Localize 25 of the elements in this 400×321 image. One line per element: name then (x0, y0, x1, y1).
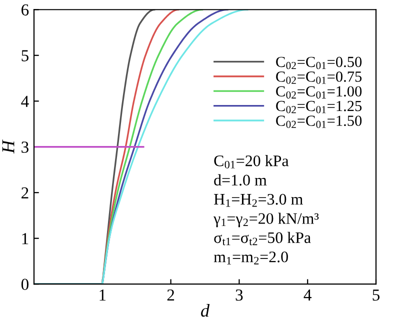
y-tick-label: 1 (22, 233, 28, 244)
annotation: C$_{01}$=20 kPa (214, 154, 289, 168)
y-tick-label: 5 (22, 50, 28, 62)
legend-label: C$_{02}$=C$_{01}$=1.50 (276, 116, 362, 128)
y-tick-label: 2 (22, 187, 28, 198)
annotation: m$_{1}$=m$_{2}$=2.0 (214, 252, 288, 264)
x-tick-label: 3 (236, 289, 243, 301)
x-tick-label: 5 (372, 290, 380, 301)
x-tick-label: 4 (304, 290, 312, 301)
annotation: σ$_{t1}$=σ$_{t2}$=50 kPa (214, 232, 311, 246)
y-axis-title: H (2, 140, 14, 154)
y-tick-label: 6 (22, 4, 29, 16)
x-tick-label: 1 (100, 290, 106, 301)
legend-label: C$_{02}$=C$_{01}$=0.50 (276, 56, 362, 70)
x-axis-title: d (201, 304, 210, 317)
y-tick-label: 3 (22, 142, 28, 153)
legend-label: C$_{02}$=C$_{01}$=1.25 (276, 100, 362, 114)
y-tick-label: 0 (21, 278, 29, 290)
x-tick-label: 2 (167, 289, 174, 301)
annotation: d=1.0 m (214, 174, 267, 186)
annotation: γ$_{1}$=γ$_{2}$=20 kN/m³ (214, 212, 319, 228)
legend-label: C$_{02}$=C$_{01}$=1.00 (276, 86, 362, 99)
annotation: H$_{1}$=H$_{2}$=3.0 m (214, 194, 303, 207)
legend-label: C$_{02}$=C$_{01}$=0.75 (276, 71, 362, 84)
y-tick-label: 4 (21, 96, 29, 107)
